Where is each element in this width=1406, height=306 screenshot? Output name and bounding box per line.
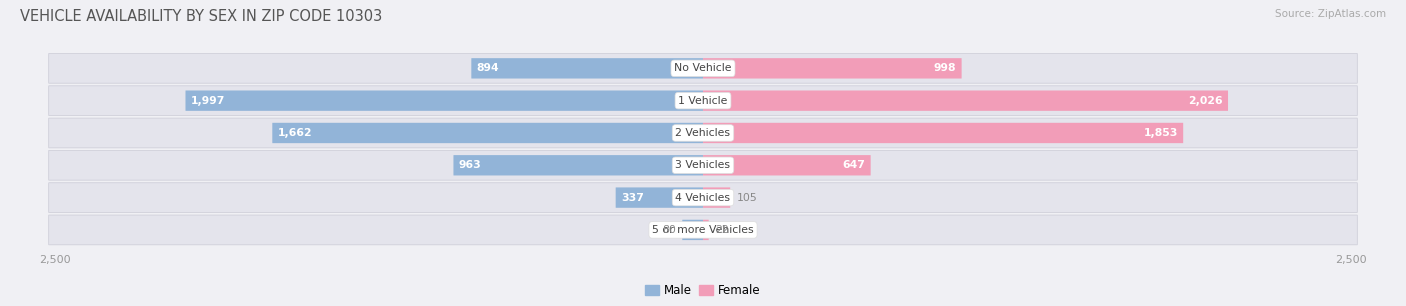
Text: 894: 894	[477, 63, 499, 73]
FancyBboxPatch shape	[49, 118, 1357, 148]
Text: 4 Vehicles: 4 Vehicles	[675, 192, 731, 203]
FancyBboxPatch shape	[703, 123, 1184, 143]
Text: 22: 22	[716, 225, 728, 235]
Text: 2 Vehicles: 2 Vehicles	[675, 128, 731, 138]
FancyBboxPatch shape	[49, 183, 1357, 212]
Text: 647: 647	[842, 160, 866, 170]
FancyBboxPatch shape	[49, 215, 1357, 245]
Text: No Vehicle: No Vehicle	[675, 63, 731, 73]
FancyBboxPatch shape	[454, 155, 703, 175]
Text: 1,662: 1,662	[277, 128, 312, 138]
FancyBboxPatch shape	[49, 86, 1357, 116]
Text: 1,853: 1,853	[1143, 128, 1178, 138]
Text: VEHICLE AVAILABILITY BY SEX IN ZIP CODE 10303: VEHICLE AVAILABILITY BY SEX IN ZIP CODE …	[20, 9, 382, 24]
FancyBboxPatch shape	[703, 58, 962, 79]
FancyBboxPatch shape	[682, 220, 703, 240]
Text: 337: 337	[621, 192, 644, 203]
Legend: Male, Female: Male, Female	[641, 279, 765, 302]
Text: 105: 105	[737, 192, 758, 203]
Text: 5 or more Vehicles: 5 or more Vehicles	[652, 225, 754, 235]
FancyBboxPatch shape	[703, 155, 870, 175]
Text: 963: 963	[458, 160, 481, 170]
FancyBboxPatch shape	[471, 58, 703, 79]
FancyBboxPatch shape	[616, 187, 703, 208]
FancyBboxPatch shape	[49, 54, 1357, 83]
Text: 2,026: 2,026	[1188, 96, 1223, 106]
FancyBboxPatch shape	[273, 123, 703, 143]
FancyBboxPatch shape	[186, 91, 703, 111]
FancyBboxPatch shape	[703, 91, 1227, 111]
Text: 80: 80	[662, 225, 676, 235]
Text: 1,997: 1,997	[191, 96, 225, 106]
FancyBboxPatch shape	[703, 187, 730, 208]
FancyBboxPatch shape	[49, 151, 1357, 180]
FancyBboxPatch shape	[703, 220, 709, 240]
Text: 1 Vehicle: 1 Vehicle	[678, 96, 728, 106]
Text: 3 Vehicles: 3 Vehicles	[675, 160, 731, 170]
Text: 998: 998	[934, 63, 956, 73]
Text: Source: ZipAtlas.com: Source: ZipAtlas.com	[1275, 9, 1386, 19]
